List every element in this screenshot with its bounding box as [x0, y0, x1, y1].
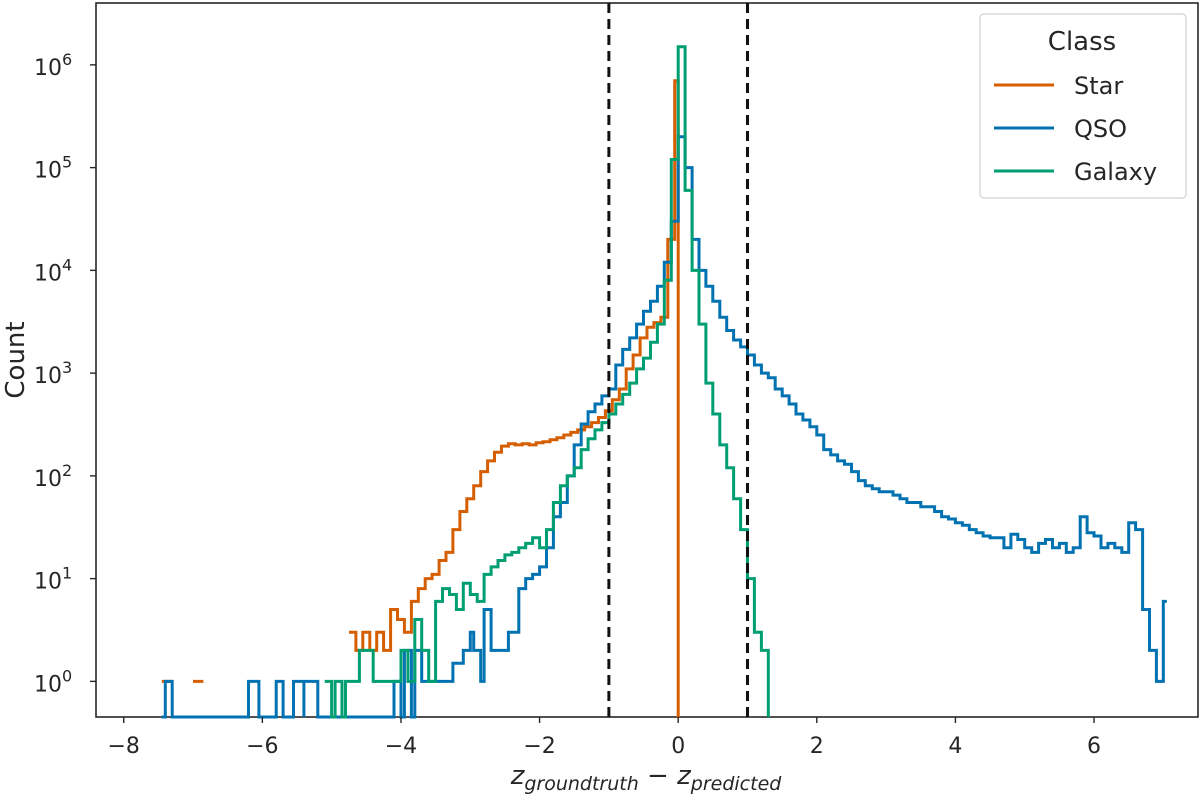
- y-tick-label: 104: [34, 255, 72, 286]
- plot-area: [95, 2, 1199, 719]
- x-label-sub1: groundtruth: [524, 773, 638, 794]
- plot-frame: [95, 2, 1199, 718]
- x-tick-label: 0: [671, 734, 685, 759]
- series-qso-line: [161, 135, 1167, 719]
- x-tick-label: 2: [810, 734, 824, 759]
- x-label-base2: z: [676, 761, 692, 791]
- series-galaxy-line: [324, 45, 770, 719]
- x-label-base1: z: [510, 761, 526, 791]
- y-tick-label: 102: [34, 461, 72, 492]
- y-tick-label: 105: [34, 153, 72, 184]
- x-tick-label: 6: [1087, 734, 1101, 759]
- legend-label: QSO: [1074, 115, 1127, 143]
- legend-label: Star: [1074, 72, 1123, 100]
- x-tick-label: −2: [523, 734, 555, 759]
- y-axis-label: Count: [1, 321, 31, 398]
- x-axis: −8 −6 −4 −2 0 2 4 6: [108, 717, 1101, 759]
- x-label-sub2: predicted: [690, 773, 782, 794]
- x-tick-label: −8: [108, 734, 140, 759]
- legend-label: Galaxy: [1074, 158, 1157, 186]
- legend-title: Class: [1048, 27, 1116, 57]
- legend: Class Star QSO Galaxy: [979, 13, 1187, 199]
- legend-item-star: Star: [994, 72, 1123, 100]
- y-tick-label: 106: [34, 50, 72, 81]
- x-tick-label: 4: [948, 734, 962, 759]
- x-label-operator: −: [639, 761, 677, 791]
- legend-item-qso: QSO: [994, 115, 1127, 143]
- y-tick-label: 101: [34, 564, 72, 595]
- legend-item-galaxy: Galaxy: [994, 158, 1157, 186]
- legend-box: [979, 13, 1187, 199]
- y-tick-label: 103: [34, 358, 72, 389]
- x-tick-label: −6: [246, 734, 278, 759]
- x-axis-label: zgroundtruth − zpredicted: [510, 761, 783, 794]
- y-tick-label: 100: [34, 666, 72, 697]
- x-tick-label: −4: [385, 734, 417, 759]
- y-axis: 100 101 102 103 104 105 106: [34, 50, 96, 697]
